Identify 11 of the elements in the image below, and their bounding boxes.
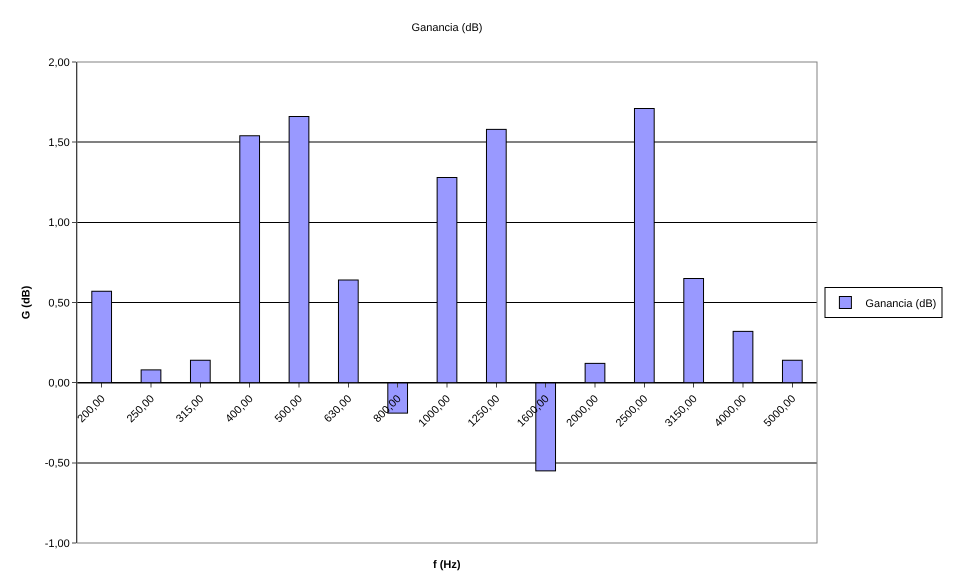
y-tick-label: 1,50	[48, 137, 70, 150]
y-axis-title: G (dB)	[20, 285, 32, 320]
x-axis-title: f (Hz)	[433, 559, 461, 571]
y-tick-label: -0,50	[44, 458, 70, 470]
y-tick-label: 2,00	[48, 56, 70, 69]
y-tick-label: 0,00	[48, 378, 70, 390]
legend-label: Ganancia (dB)	[865, 298, 936, 310]
chart-title: Ganancia (dB)	[412, 22, 482, 34]
y-tick-label: 0,50	[48, 297, 70, 310]
y-tick-label: -1,00	[44, 538, 70, 550]
y-tick-label: 1,00	[48, 217, 70, 230]
